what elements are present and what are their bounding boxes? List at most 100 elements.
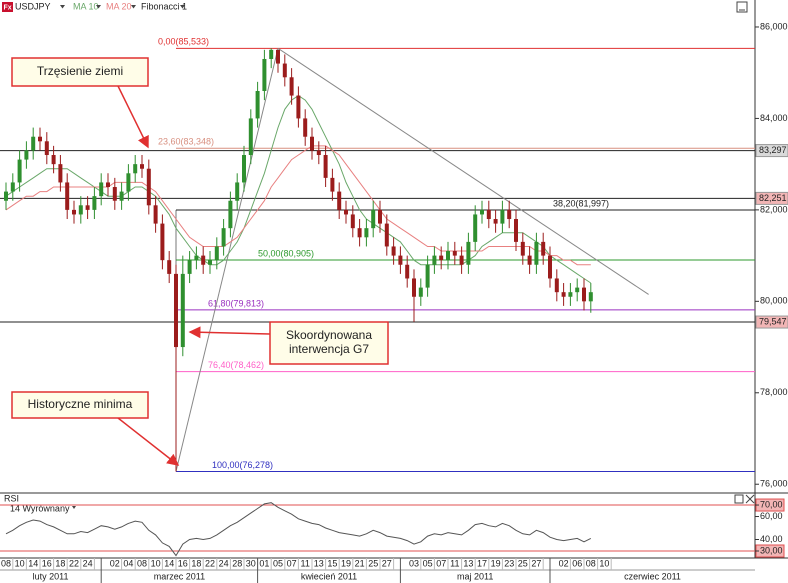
candle-body: [276, 49, 280, 64]
panel-close[interactable]: [745, 494, 755, 504]
candle-body: [500, 209, 505, 224]
window-button[interactable]: [736, 1, 748, 13]
dropdown-arrow[interactable]: [60, 5, 65, 9]
annotation-arrow: [188, 326, 271, 339]
trendline: [175, 48, 279, 472]
fibonacci-legend[interactable]: Fibonacci 1: [141, 1, 187, 11]
x-tick-label: 27: [382, 558, 392, 568]
price-label: 79,547: [759, 316, 787, 326]
fib-label: 0,00(85,533): [158, 37, 209, 47]
x-tick-label: 11: [301, 558, 310, 568]
candle-body: [384, 223, 389, 247]
candle-body: [78, 205, 83, 215]
candle-body: [133, 164, 138, 174]
x-tick-label: 08: [1, 558, 11, 568]
candle-body: [167, 260, 172, 274]
x-tick-label: 01: [259, 558, 269, 568]
annotation-text: Skoordynowana: [286, 328, 372, 342]
candle-body: [344, 209, 348, 215]
x-tick-label: 24: [83, 558, 93, 568]
candle-body: [214, 246, 219, 261]
moving-average: [5, 145, 591, 266]
x-tick-label: 11: [450, 558, 459, 568]
candle-body: [310, 136, 314, 151]
symbol[interactable]: USDJPY: [15, 1, 51, 11]
month-label: maj 2011: [457, 571, 493, 581]
month-label: marzec 2011: [154, 571, 205, 581]
dropdown-arrow[interactable]: [180, 5, 185, 9]
candle-body: [323, 155, 328, 178]
annotation-text: Historyczne minima: [28, 397, 133, 411]
x-tick-label: 24: [219, 558, 229, 568]
annotation-arrow: [117, 85, 149, 149]
candle-body: [459, 255, 464, 265]
x-tick-label: 25: [368, 558, 378, 568]
fib-label: 23,60(83,348): [158, 137, 214, 147]
candle-body: [160, 223, 165, 261]
dropdown-arrow[interactable]: [72, 506, 76, 509]
rsi-header: RSI 14 Wyrównany: [4, 493, 755, 513]
annotation-box: [11, 57, 149, 87]
x-tick-label: 13: [463, 558, 473, 568]
y-tick-label: 30,00: [760, 545, 783, 555]
candle-body: [255, 90, 260, 119]
candle-body: [65, 182, 70, 210]
candle-body: [174, 273, 178, 348]
price-label-box: [755, 315, 788, 329]
ma10-legend[interactable]: MA 10: [73, 1, 99, 11]
y-tick-label: 76,000: [760, 479, 788, 489]
candle-body: [10, 182, 15, 192]
y-tick-label: 80,000: [760, 296, 788, 306]
price-label-box: [755, 191, 788, 205]
x-tick-label: 08: [137, 558, 147, 568]
x-tick-label: 21: [355, 558, 365, 568]
dropdown-arrow[interactable]: [131, 5, 136, 9]
candle-body: [126, 173, 131, 192]
x-tick-label: 23: [504, 558, 514, 568]
annotation-text: Trzęsienie ziemi: [37, 64, 123, 78]
x-tick-label: 16: [42, 558, 52, 568]
candle-body: [514, 219, 518, 242]
candle-body: [507, 209, 512, 220]
x-tick-label: 22: [205, 558, 215, 568]
x-tick-label: 18: [55, 558, 65, 568]
x-tick-label: 13: [314, 558, 324, 568]
candle-body: [568, 292, 573, 297]
candle-body: [432, 255, 437, 265]
y-tick-label: 60,00: [760, 511, 783, 521]
x-tick-label: 14: [164, 558, 174, 568]
candle-body: [452, 251, 457, 256]
y-tick-label: 78,000: [760, 387, 788, 397]
candle-body: [201, 255, 206, 265]
candle-body: [282, 63, 287, 78]
y-tick-label: 86,000: [760, 21, 788, 31]
candle-body: [106, 182, 110, 188]
candle-body: [418, 287, 423, 297]
panel-button[interactable]: [734, 494, 744, 504]
rsi-subtitle[interactable]: 14 Wyrównany: [10, 503, 70, 513]
x-tick-label: 06: [572, 558, 582, 568]
y-tick-label: 82,000: [760, 204, 788, 214]
x-tick-label: 19: [341, 558, 351, 568]
ma20-legend[interactable]: MA 20: [106, 1, 132, 11]
dropdown-arrow[interactable]: [96, 5, 101, 9]
candle-body: [527, 255, 532, 265]
x-tick-label: 15: [327, 558, 337, 568]
candle-body: [228, 200, 233, 229]
candle-body: [405, 264, 410, 279]
candle-body: [72, 209, 76, 215]
rsi-title: RSI: [4, 493, 19, 503]
x-tick-label: 08: [586, 558, 596, 568]
x-tick-label: 05: [273, 558, 283, 568]
candle-body: [520, 241, 525, 256]
candle-body: [398, 255, 403, 265]
candle-body: [412, 278, 416, 297]
candle-body: [296, 95, 301, 119]
candle-body: [248, 118, 253, 156]
candle-body: [575, 287, 580, 293]
candle-body: [242, 155, 246, 183]
month-label: czerwiec 2011: [624, 571, 681, 581]
candle-body: [180, 273, 185, 348]
